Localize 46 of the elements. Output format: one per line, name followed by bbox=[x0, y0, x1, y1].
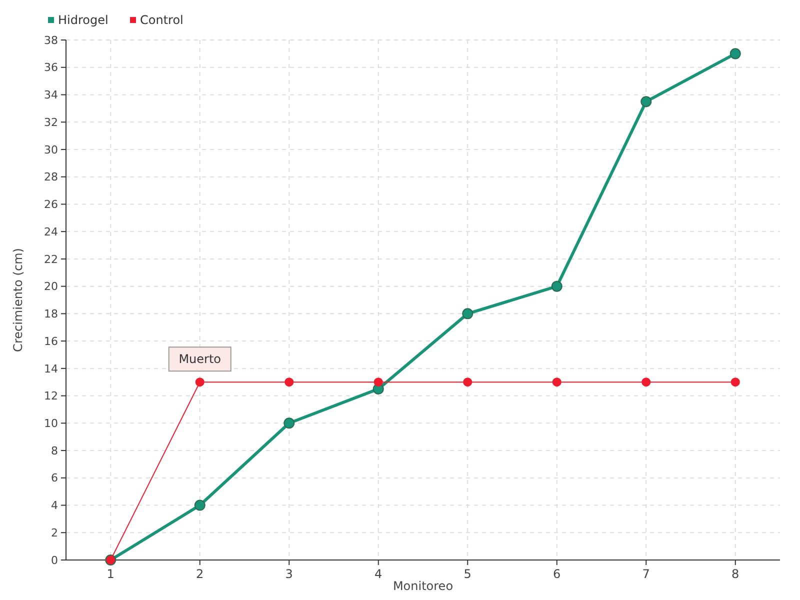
y-tick-label: 30 bbox=[44, 143, 58, 156]
y-tick-label: 26 bbox=[44, 198, 58, 212]
x-tick-label: 1 bbox=[106, 567, 114, 581]
y-tick-label: 34 bbox=[44, 88, 58, 102]
point bbox=[640, 96, 652, 108]
x-tick-label: 5 bbox=[464, 567, 472, 581]
point bbox=[195, 378, 204, 387]
x-tick-label: 4 bbox=[374, 567, 382, 581]
point bbox=[552, 378, 562, 387]
x-tick-label: 8 bbox=[732, 567, 740, 581]
y-tick-label: 32 bbox=[44, 116, 58, 129]
x-tick-label: 7 bbox=[642, 567, 650, 581]
y-tick-label: 38 bbox=[44, 34, 58, 47]
x-tick-label: 6 bbox=[553, 567, 561, 581]
x-tick-label: 2 bbox=[196, 567, 204, 581]
y-tick-label: 24 bbox=[44, 225, 58, 238]
y-tick-label: 36 bbox=[44, 61, 58, 74]
x-axis-title: Monitoreo bbox=[392, 579, 454, 593]
point bbox=[194, 500, 206, 511]
point bbox=[551, 280, 562, 292]
y-tick-label: 4 bbox=[51, 499, 58, 512]
point bbox=[374, 378, 383, 387]
y-axis-title: Crecimiento (cm) bbox=[11, 248, 25, 352]
point bbox=[284, 418, 295, 429]
legend-label: Hidrogel bbox=[58, 13, 108, 27]
y-tick-label: 8 bbox=[51, 444, 58, 458]
y-tick-label: 0 bbox=[51, 554, 58, 567]
x-tick-label: 3 bbox=[285, 567, 293, 581]
point bbox=[730, 378, 740, 387]
point bbox=[462, 308, 474, 320]
y-tick-label: 16 bbox=[44, 334, 58, 348]
y-tick-label: 6 bbox=[51, 472, 58, 485]
y-tick-label: 28 bbox=[44, 170, 58, 184]
point bbox=[730, 48, 741, 60]
y-tick-label: 20 bbox=[44, 280, 58, 294]
y-tick-label: 22 bbox=[44, 252, 58, 266]
y-tick-label: 14 bbox=[44, 362, 58, 376]
y-tick-label: 2 bbox=[51, 526, 58, 540]
point bbox=[463, 378, 472, 387]
y-tick-label: 18 bbox=[44, 308, 58, 321]
point bbox=[642, 378, 651, 387]
annotation: Muerto bbox=[178, 352, 222, 366]
y-tick-label: 10 bbox=[44, 417, 58, 430]
legend-label: Control bbox=[140, 13, 184, 27]
y-tick-label: 12 bbox=[44, 390, 58, 403]
point bbox=[284, 378, 294, 387]
